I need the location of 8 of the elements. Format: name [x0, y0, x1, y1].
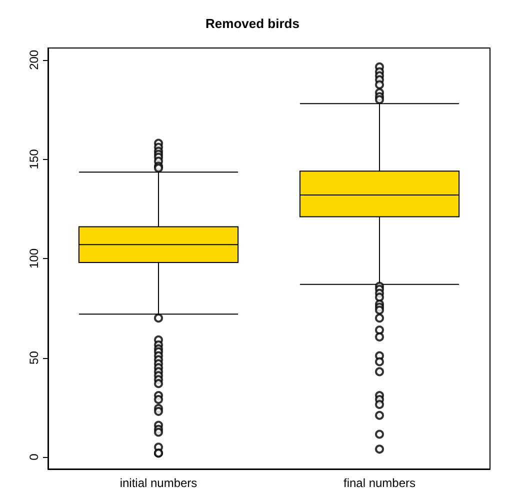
- y-tick-label: 50: [27, 350, 41, 364]
- y-tick-label: 200: [27, 50, 41, 70]
- y-tick-label: 100: [27, 248, 41, 269]
- y-tick-label: 0: [27, 453, 41, 460]
- y-tick-label: 150: [27, 148, 41, 170]
- x-tick-label: initial numbers: [120, 476, 198, 490]
- chart-title: Removed birds: [206, 16, 300, 31]
- x-tick-label: final numbers: [343, 476, 416, 490]
